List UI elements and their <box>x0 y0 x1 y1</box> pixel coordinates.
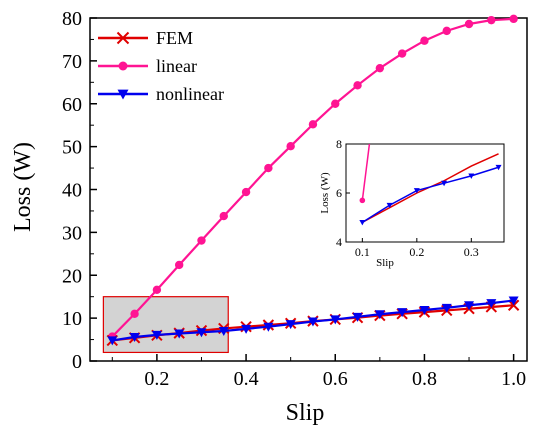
point-nonlinear <box>174 329 185 339</box>
y-tick-label: 10 <box>62 308 82 330</box>
point-nonlinear <box>464 301 475 311</box>
point-linear <box>174 260 184 270</box>
point-nonlinear <box>330 315 341 325</box>
x-tick-label: 0.8 <box>412 368 437 390</box>
y-tick-label: 30 <box>62 222 82 244</box>
x-tick-label: 0.2 <box>144 368 169 390</box>
inset-y-tick-label: 4 <box>336 235 342 249</box>
legend-label-linear: linear <box>156 56 197 76</box>
legend-label-fem: FEM <box>156 28 193 48</box>
inset-point-nonlinear <box>441 180 448 187</box>
point-linear <box>264 163 273 173</box>
point-linear <box>353 81 362 90</box>
point-linear <box>130 309 139 319</box>
inset-y-tick-label: 6 <box>336 186 342 200</box>
point-linear <box>241 187 251 197</box>
y-axis-title: Loss (W) <box>10 142 36 232</box>
legend-marker-fem-stroke-b <box>116 31 130 45</box>
point-nonlinear <box>263 322 274 332</box>
point-linear <box>219 211 228 221</box>
point-nonlinear <box>218 326 229 336</box>
point-nonlinear <box>486 299 497 309</box>
point-linear <box>397 49 407 58</box>
point-nonlinear <box>307 317 318 327</box>
inset-y-tick-label: 8 <box>336 137 342 151</box>
y-tick-label: 40 <box>62 180 82 202</box>
x-tick-label: 0.4 <box>234 368 259 390</box>
point-linear <box>375 63 385 73</box>
point-nonlinear <box>352 312 363 322</box>
inset-x-tick-label: 0.3 <box>464 245 479 259</box>
y-tick-label: 80 <box>62 8 82 30</box>
point-nonlinear <box>241 324 252 334</box>
inset-frame <box>345 143 505 243</box>
point-nonlinear <box>196 328 207 338</box>
y-tick-label: 20 <box>62 265 82 287</box>
point-linear <box>509 14 518 24</box>
legend-label-nonlinear: nonlinear <box>156 84 224 104</box>
point-linear <box>331 99 340 108</box>
point-linear <box>286 141 295 151</box>
inset-x-axis-title: Slip <box>376 257 394 269</box>
main-plot: 0.2 0.4 0.6 0.8 1.0 0 10 20 30 40 50 60 70 80 <box>62 8 528 390</box>
x-axis-title: Slip <box>286 400 325 426</box>
point-linear <box>420 36 429 45</box>
y-tick-label: 50 <box>62 137 82 159</box>
point-linear <box>487 15 496 25</box>
point-linear <box>152 285 162 295</box>
inset-point-linear <box>359 197 366 204</box>
inset-series-line-linear <box>361 143 371 201</box>
inset-plot: 0.1 0.2 0.3 4 6 8 Slip Loss (W) <box>319 137 505 269</box>
x-tick-label: 1.0 <box>501 368 526 390</box>
y-tick-label: 0 <box>72 351 82 373</box>
inset-point-nonlinear <box>495 164 502 171</box>
point-linear <box>308 120 318 129</box>
legend-marker-linear <box>118 61 128 71</box>
x-tick-label: 0.6 <box>323 368 348 390</box>
inset-point-nonlinear <box>359 220 366 226</box>
legend-marker-fem <box>116 31 130 45</box>
point-nonlinear <box>107 336 118 346</box>
inset-x-tick-label: 0.2 <box>409 245 424 259</box>
inset-y-axis-title: Loss (W) <box>319 172 331 214</box>
point-nonlinear <box>508 296 519 306</box>
point-nonlinear <box>374 310 385 320</box>
point-nonlinear <box>441 303 452 313</box>
point-nonlinear <box>151 330 162 340</box>
point-nonlinear <box>397 308 408 318</box>
point-linear <box>464 19 474 29</box>
inset-point-nonlinear <box>413 188 420 194</box>
point-linear <box>442 26 451 36</box>
inset-point-nonlinear <box>386 202 393 209</box>
y-tick-label: 60 <box>62 94 82 116</box>
legend-marker-nonlinear <box>117 89 129 100</box>
point-linear <box>197 236 206 245</box>
legend: FEM linear nonlinear <box>98 28 224 104</box>
inset-x-tick-label: 0.1 <box>355 245 370 259</box>
point-nonlinear <box>285 320 296 330</box>
y-tick-label: 70 <box>62 51 82 73</box>
point-nonlinear <box>419 305 430 315</box>
highlight-region <box>102 296 229 354</box>
inset-series-line-nonlinear <box>361 166 499 224</box>
inset-point-nonlinear <box>468 173 475 179</box>
point-nonlinear <box>129 332 140 342</box>
